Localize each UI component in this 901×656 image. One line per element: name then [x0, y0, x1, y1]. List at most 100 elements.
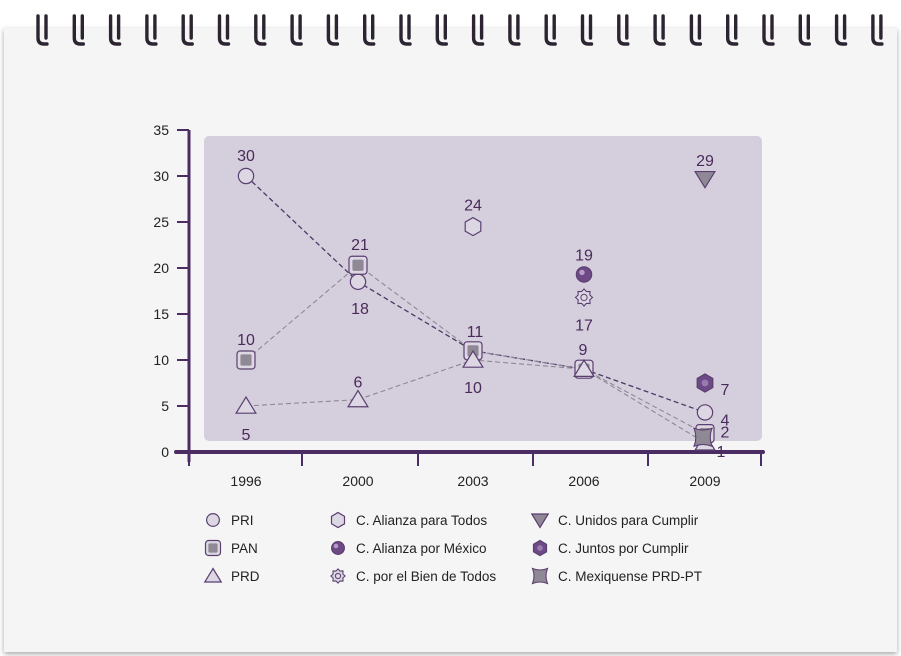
data-label: 24	[464, 198, 482, 215]
data-label: 4	[721, 412, 730, 429]
legend-label: C. Alianza para Todos	[356, 513, 487, 528]
data-label: 18	[351, 301, 369, 318]
binding-ring	[435, 14, 448, 46]
data-label: 1	[717, 444, 726, 461]
binding-ring	[580, 14, 594, 46]
data-label: 10	[237, 332, 255, 349]
data-label: 5	[242, 427, 251, 444]
data-label: 9	[579, 342, 588, 359]
binding-ring	[36, 14, 49, 46]
point-alianza-para-todos	[464, 216, 482, 237]
point-prd	[235, 395, 257, 414]
binding-ring	[290, 14, 303, 46]
data-label: 21	[351, 237, 369, 254]
x-tick-label: 2003	[457, 473, 488, 489]
legend-item: C. por el Bien de Todos	[330, 568, 496, 584]
binding-ring	[181, 14, 194, 46]
data-label: 10	[464, 380, 482, 397]
point-pan	[236, 350, 256, 370]
binding-ring	[471, 14, 485, 46]
y-tick-label: 0	[161, 444, 169, 460]
point-juntos-por-cumplir	[696, 373, 714, 393]
binding-ring	[399, 14, 412, 46]
binding-ring	[653, 14, 666, 46]
y-tick-label: 20	[153, 260, 169, 276]
legend-item: C. Alianza por México	[331, 541, 487, 556]
legend-label: PRI	[231, 513, 254, 528]
point-pri	[206, 513, 220, 527]
data-label: 17	[575, 317, 593, 334]
data-label: 19	[575, 247, 593, 264]
data-label: 6	[354, 375, 363, 392]
binding-ring	[508, 14, 521, 46]
binding-ring	[108, 14, 122, 46]
legend-label: PAN	[231, 541, 258, 556]
point-mexiquense-prd-pt	[693, 427, 713, 448]
binding-ring	[871, 14, 884, 46]
legend-label: C. Mexiquense PRD-PT	[558, 569, 702, 584]
point-pan	[348, 255, 368, 275]
y-tick-label: 35	[153, 122, 169, 138]
point-pan	[204, 539, 222, 557]
point-por-el-bien-de-todos	[330, 568, 346, 584]
y-tick-label: 30	[153, 168, 169, 184]
point-mexiquense-prd-pt	[531, 567, 549, 585]
point-alianza-por-mexico	[331, 541, 345, 555]
y-tick-label: 5	[161, 398, 169, 414]
binding-ring	[363, 14, 376, 46]
binding-ring	[762, 14, 775, 46]
point-por-el-bien-de-todos	[574, 288, 594, 307]
x-tick-label: 2009	[689, 473, 720, 489]
legend-item: C. Mexiquense PRD-PT	[531, 567, 702, 585]
legend-item: PRD	[203, 567, 260, 584]
spiral-binding	[36, 14, 884, 46]
point-pri	[349, 273, 367, 291]
data-label: 29	[696, 153, 714, 170]
legend: PRI PAN PRD C. Alianza para Todos C. Alianza…	[203, 511, 702, 585]
point-pri	[696, 404, 714, 421]
binding-ring	[798, 14, 811, 46]
binding-ring	[145, 14, 158, 46]
point-alianza-por-mexico	[575, 266, 593, 283]
legend-label: C. Unidos para Cumplir	[558, 513, 699, 528]
binding-ring	[217, 14, 231, 46]
x-tick-label: 1996	[230, 473, 261, 489]
point-prd	[347, 389, 369, 408]
plot-area	[204, 136, 762, 441]
data-label: 2	[721, 425, 730, 442]
binding-ring	[689, 14, 703, 46]
data-label: 7	[721, 382, 730, 399]
y-tick-label: 25	[153, 214, 169, 230]
point-prd	[573, 359, 595, 377]
binding-ring	[617, 14, 630, 46]
data-label: 30	[237, 148, 255, 165]
binding-ring	[72, 14, 85, 46]
point-alianza-para-todos	[330, 511, 346, 529]
data-label: 11	[467, 324, 484, 341]
point-prd	[203, 567, 223, 583]
point-juntos-por-cumplir	[532, 539, 548, 557]
point-unidos-para-cumplir	[694, 170, 716, 189]
binding-ring	[834, 14, 848, 46]
x-tick-label: 2000	[342, 473, 373, 489]
binding-ring	[726, 14, 739, 46]
legend-item: C. Unidos para Cumplir	[530, 513, 699, 529]
legend-label: C. Alianza por México	[356, 541, 487, 556]
y-tick-label: 10	[153, 352, 169, 368]
legend-label: PRD	[231, 569, 260, 584]
binding-ring	[326, 14, 340, 46]
point-pri	[237, 167, 255, 185]
legend-item: PRI	[206, 513, 254, 528]
legend-item: PAN	[204, 539, 258, 557]
x-tick-label: 2006	[568, 473, 599, 489]
binding-ring	[544, 14, 557, 46]
legend-item: C. Juntos por Cumplir	[532, 539, 689, 557]
binding-ring	[254, 14, 267, 46]
y-tick-label: 15	[153, 306, 169, 322]
point-prd	[462, 349, 484, 368]
legend-label: C. Juntos por Cumplir	[558, 541, 689, 556]
point-unidos-para-cumplir	[530, 513, 550, 529]
legend-item: C. Alianza para Todos	[330, 511, 487, 529]
